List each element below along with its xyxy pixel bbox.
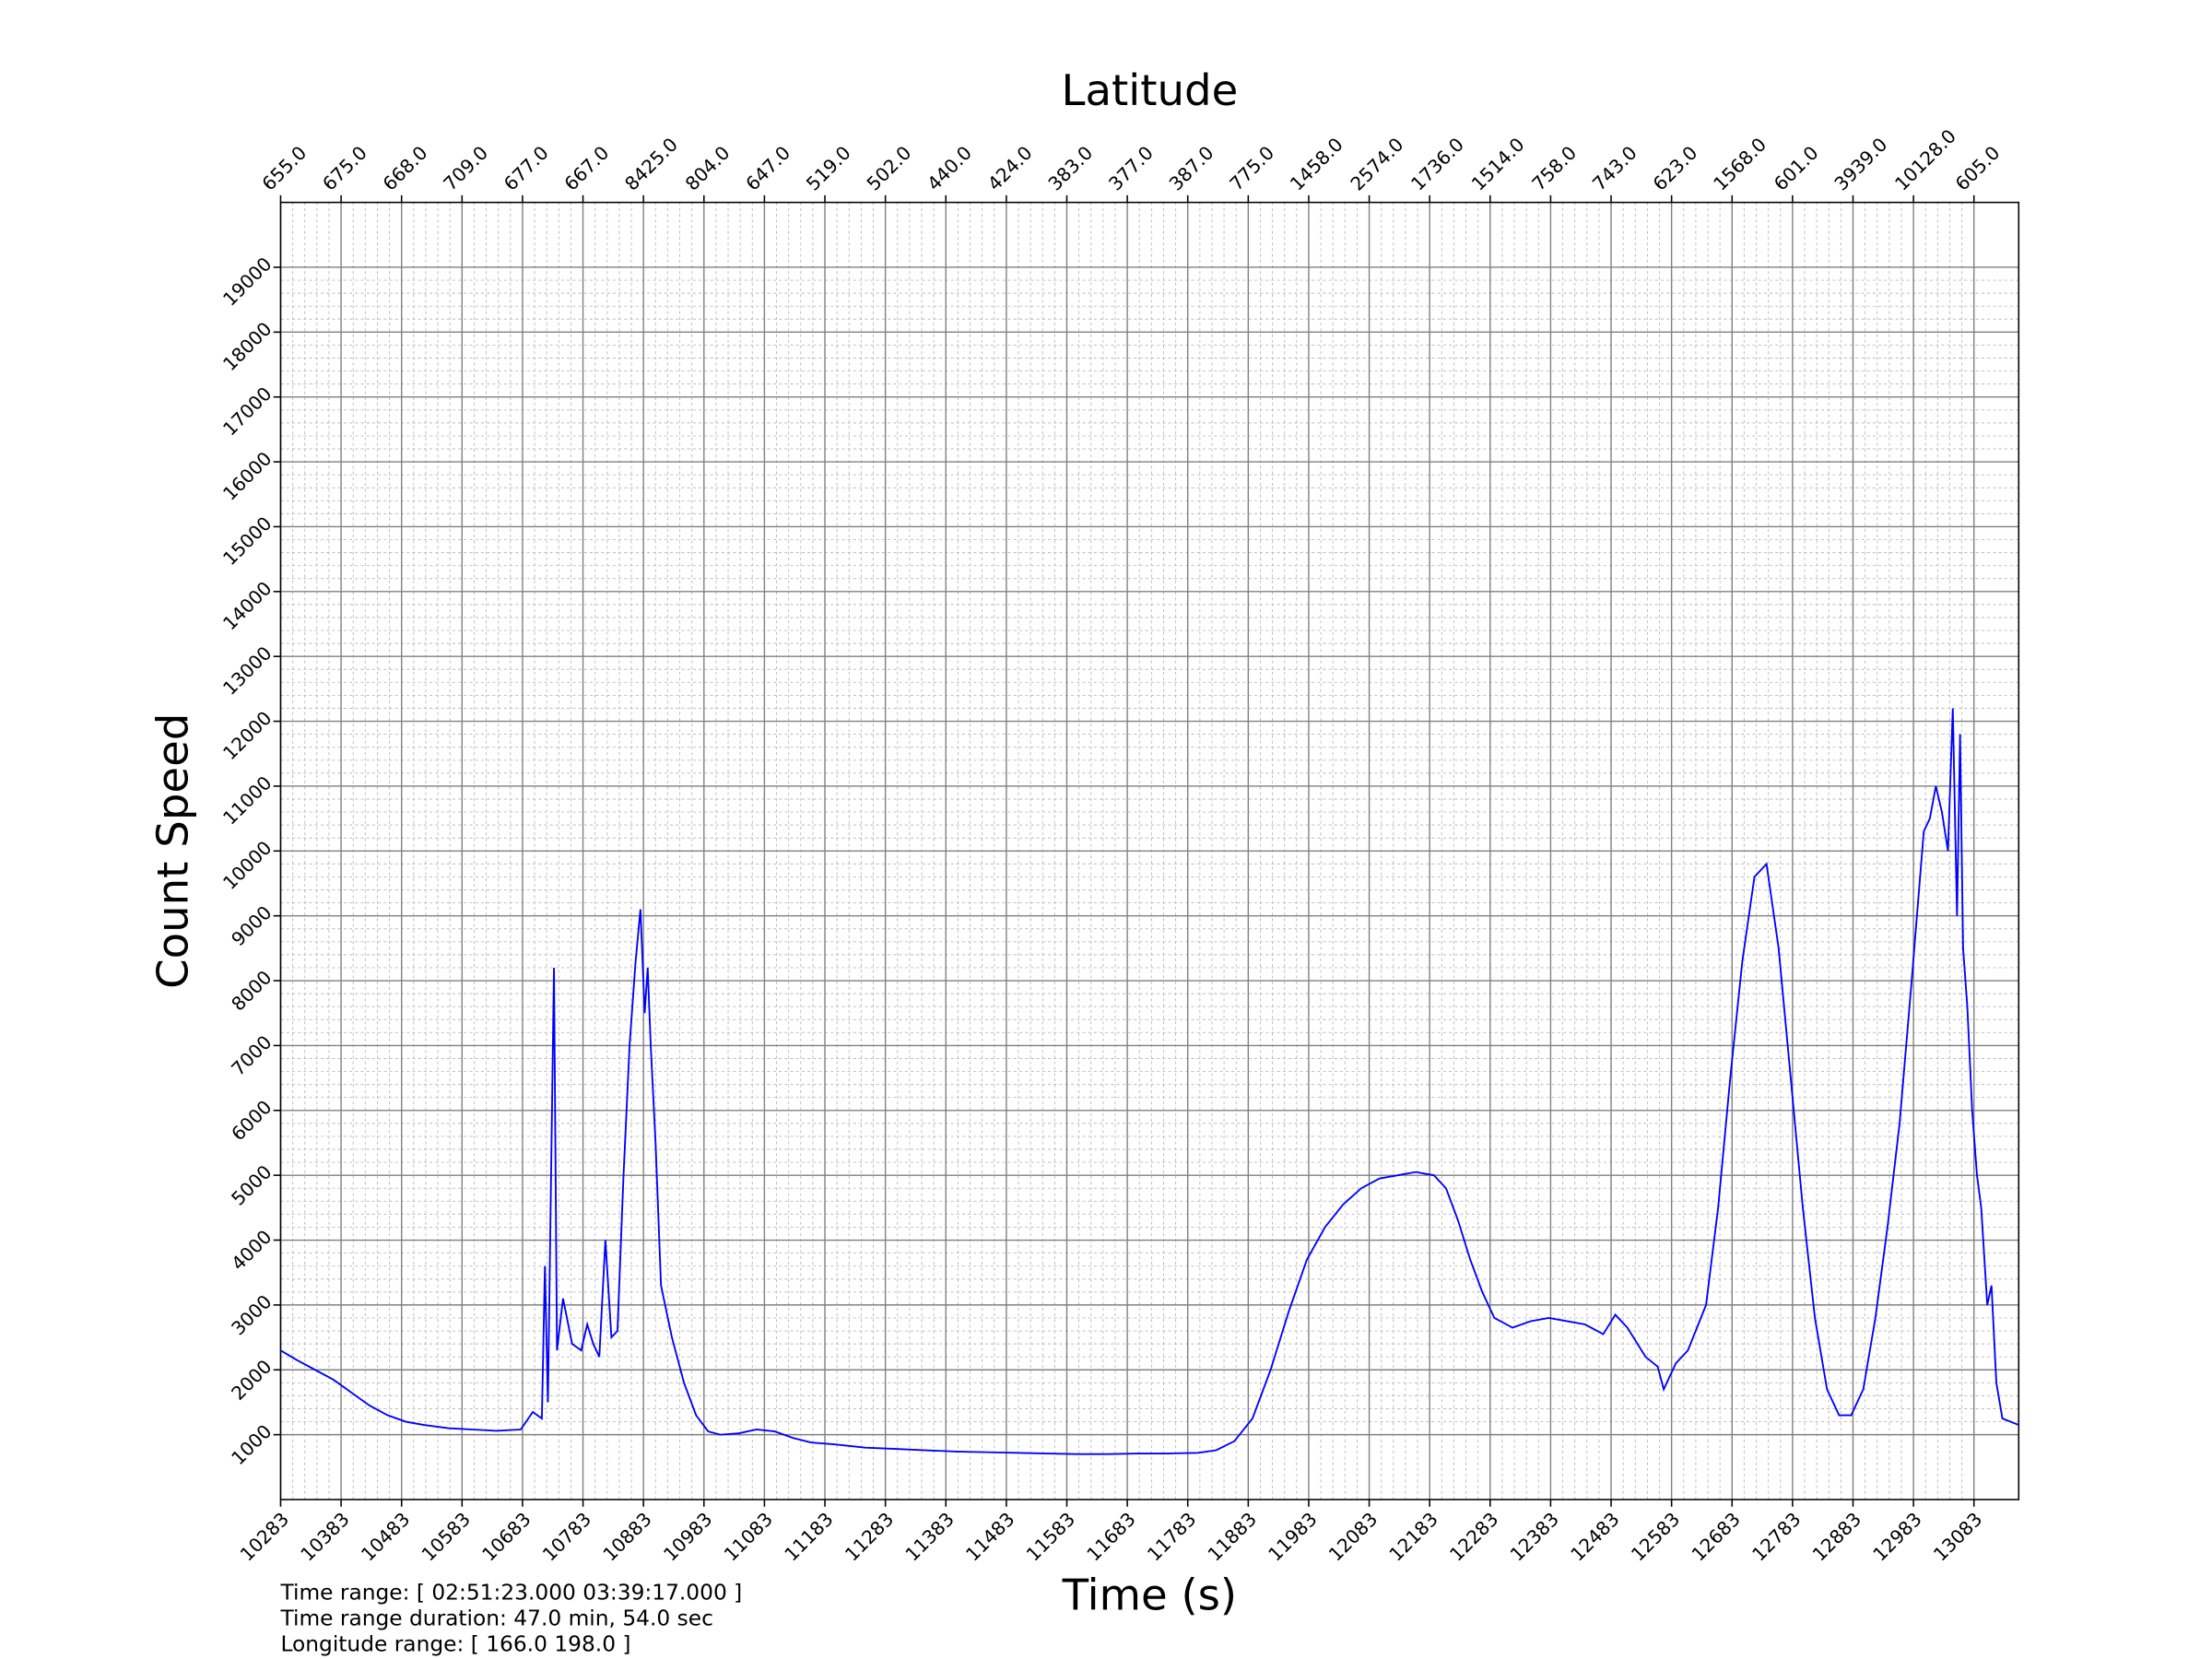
x-tick-label: 11883 bbox=[1204, 1508, 1261, 1565]
x2-tick-label: 387.0 bbox=[1165, 142, 1218, 195]
y-tick-label: 8000 bbox=[227, 966, 276, 1015]
x-tick-label: 12783 bbox=[1747, 1508, 1805, 1565]
x2-tick-label: 675.0 bbox=[318, 142, 371, 195]
y-axis-title: Count Speed bbox=[148, 713, 198, 989]
x2-tick-label: 601.0 bbox=[1770, 142, 1823, 195]
x2-tick-label: 758.0 bbox=[1527, 142, 1581, 195]
y-tick-label: 17000 bbox=[218, 382, 276, 440]
y-tick-label: 12000 bbox=[218, 707, 276, 764]
y-tick-label: 18000 bbox=[218, 318, 276, 375]
x2-tick-label: 377.0 bbox=[1104, 142, 1158, 195]
y-tick-label: 5000 bbox=[227, 1160, 276, 1209]
x-tick-label: 10383 bbox=[296, 1508, 353, 1565]
x2-tick-label: 424.0 bbox=[983, 142, 1037, 195]
y-tick-label: 6000 bbox=[227, 1096, 276, 1145]
x-tick-label: 12083 bbox=[1324, 1508, 1382, 1565]
x-tick-label: 11783 bbox=[1143, 1508, 1200, 1565]
x2-tick-label: 605.0 bbox=[1951, 142, 2005, 195]
x-tick-label: 11483 bbox=[961, 1508, 1018, 1565]
x-tick-label: 12883 bbox=[1808, 1508, 1865, 1565]
x2-tick-label: 623.0 bbox=[1649, 142, 1702, 195]
x-tick-label: 13083 bbox=[1929, 1508, 1986, 1565]
x-tick-label: 11383 bbox=[900, 1508, 958, 1565]
x-tick-label: 12183 bbox=[1384, 1508, 1441, 1565]
x-tick-label: 12383 bbox=[1506, 1508, 1563, 1565]
x2-tick-label: 677.0 bbox=[500, 142, 553, 195]
y-tick-label: 14000 bbox=[218, 577, 276, 634]
x2-tick-label: 383.0 bbox=[1043, 142, 1097, 195]
x-tick-label: 10883 bbox=[598, 1508, 655, 1565]
y-tick-label: 4000 bbox=[227, 1226, 276, 1275]
y-tick-label: 16000 bbox=[218, 447, 276, 504]
y-tick-label: 2000 bbox=[227, 1355, 276, 1404]
x-tick-label: 12583 bbox=[1627, 1508, 1684, 1565]
annotation: Time range duration: 47.0 min, 54.0 sec bbox=[279, 1606, 712, 1631]
y-tick-label: 1000 bbox=[227, 1420, 276, 1469]
x2-tick-label: 655.0 bbox=[257, 142, 311, 195]
x2-tick-label: 775.0 bbox=[1225, 142, 1278, 195]
x-tick-label: 10783 bbox=[538, 1508, 595, 1565]
y-tick-label: 9000 bbox=[227, 901, 276, 950]
x-tick-label: 10683 bbox=[477, 1508, 535, 1565]
x2-tick-label: 1514.0 bbox=[1467, 134, 1529, 195]
x2-tick-label: 2574.0 bbox=[1346, 134, 1407, 195]
x2-tick-label: 1458.0 bbox=[1286, 134, 1347, 195]
x2-tick-label: 8425.0 bbox=[620, 134, 682, 195]
x-tick-label: 12983 bbox=[1868, 1508, 1925, 1565]
y-tick-label: 3000 bbox=[227, 1290, 276, 1339]
x-tick-label: 12683 bbox=[1688, 1508, 1745, 1565]
y-tick-label: 13000 bbox=[218, 641, 276, 699]
x2-tick-label: 440.0 bbox=[923, 142, 976, 195]
x2-tick-label: 502.0 bbox=[863, 142, 916, 195]
x-tick-label: 11683 bbox=[1082, 1508, 1139, 1565]
x2-tick-label: 743.0 bbox=[1588, 142, 1641, 195]
x2-tick-label: 667.0 bbox=[559, 142, 613, 195]
x-tick-label: 11583 bbox=[1022, 1508, 1079, 1565]
x2-tick-label: 709.0 bbox=[439, 142, 492, 195]
x2-tick-label: 10128.0 bbox=[1890, 124, 1960, 194]
x2-tick-label: 3939.0 bbox=[1830, 134, 1891, 195]
x2-tick-label: 519.0 bbox=[802, 142, 855, 195]
x-tick-label: 10483 bbox=[357, 1508, 414, 1565]
x-tick-label: 11983 bbox=[1264, 1508, 1321, 1565]
x-tick-label: 12283 bbox=[1445, 1508, 1502, 1565]
data-line bbox=[279, 708, 2019, 1455]
x-tick-label: 11183 bbox=[780, 1508, 837, 1565]
annotation: Longitude range: [ 166.0 198.0 ] bbox=[280, 1632, 630, 1657]
y-tick-label: 10000 bbox=[218, 837, 276, 894]
plot-frame bbox=[279, 201, 2020, 1500]
y-tick-label: 19000 bbox=[218, 253, 276, 310]
x2-tick-label: 668.0 bbox=[379, 142, 432, 195]
y-tick-label: 11000 bbox=[218, 771, 276, 829]
x-tick-label: 10283 bbox=[236, 1508, 293, 1565]
x2-tick-label: 1736.0 bbox=[1406, 134, 1468, 195]
y-tick-label: 7000 bbox=[227, 1031, 276, 1080]
top-axis-title: Latitude bbox=[1061, 65, 1238, 115]
x-axis-title: Time (s) bbox=[1062, 1571, 1237, 1620]
x2-tick-label: 804.0 bbox=[681, 142, 735, 195]
x-tick-label: 12483 bbox=[1566, 1508, 1623, 1565]
x-tick-label: 10983 bbox=[659, 1508, 716, 1565]
x2-tick-label: 647.0 bbox=[741, 142, 794, 195]
annotation: Time range: [ 02:51:23.000 03:39:17.000 … bbox=[279, 1581, 742, 1606]
x-tick-label: 10583 bbox=[418, 1508, 475, 1565]
x-tick-label: 11283 bbox=[841, 1508, 898, 1565]
x2-tick-label: 1568.0 bbox=[1709, 134, 1771, 195]
x-tick-label: 11083 bbox=[720, 1508, 777, 1565]
y-tick-label: 15000 bbox=[218, 512, 276, 570]
